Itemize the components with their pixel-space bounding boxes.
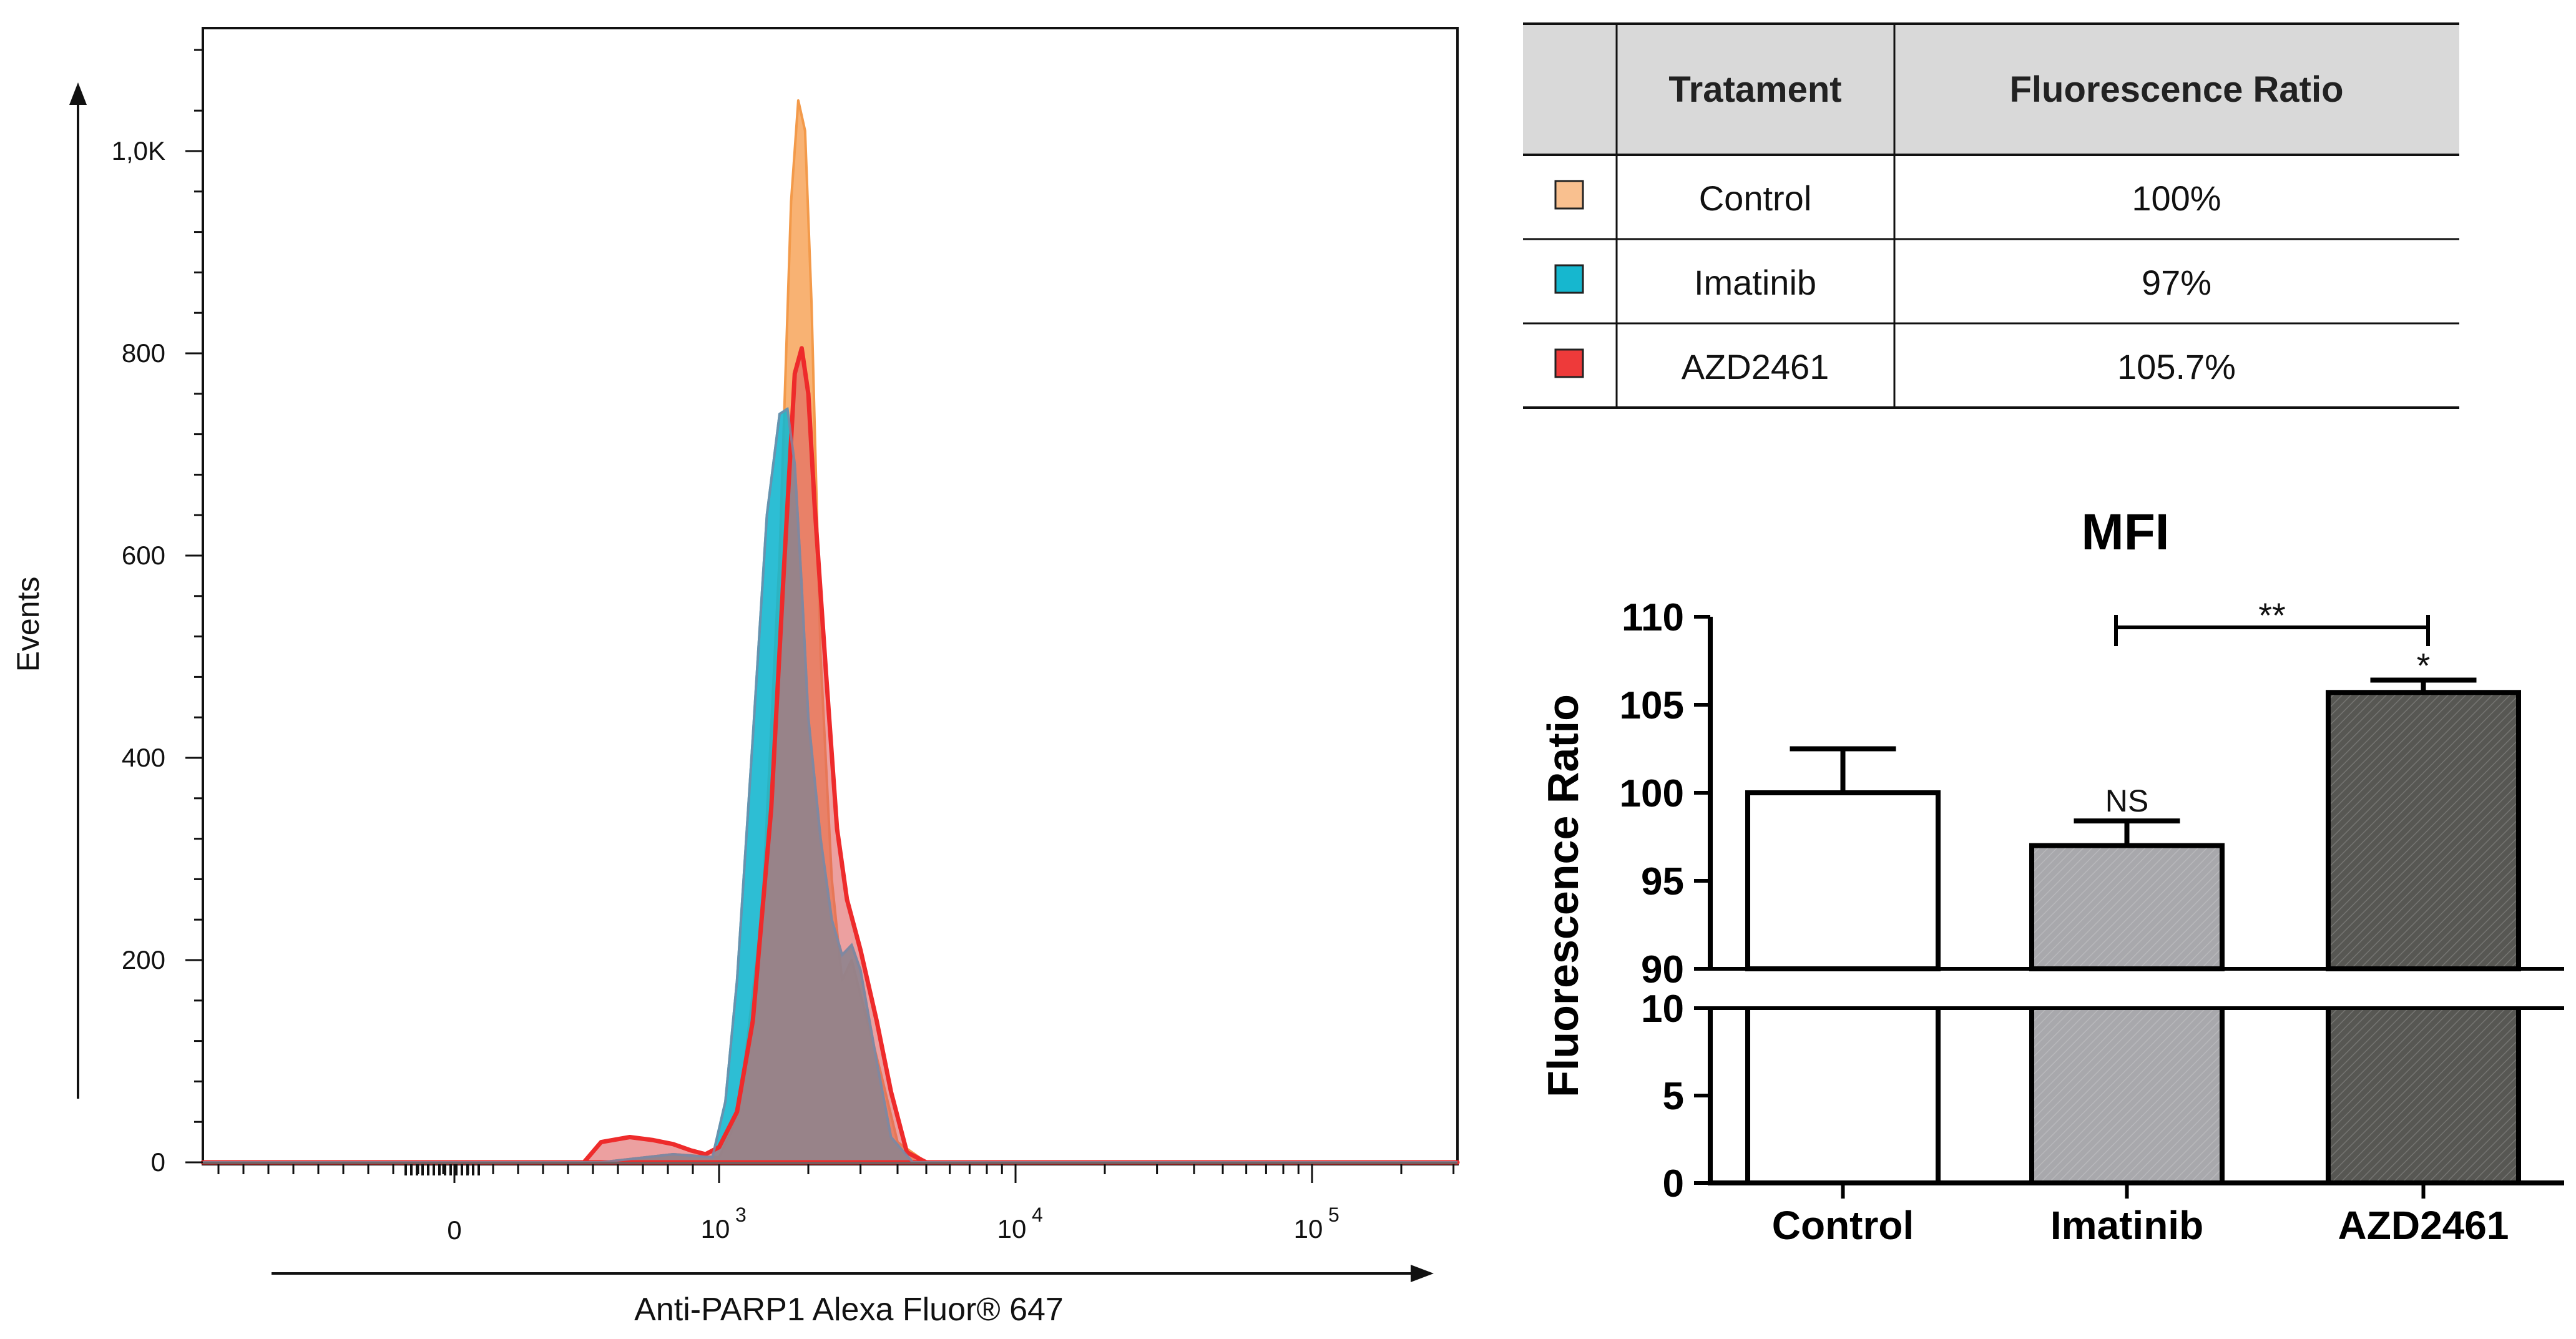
- table-header-ratio: Fluorescence Ratio: [2009, 69, 2343, 110]
- bar-chart-axes: Control Imatinib AZD2461 90 95 100 105 110 0 5 10: [1620, 596, 2564, 1248]
- histogram-x-axis: 0 10 3 10 4 10 5: [217, 1164, 1455, 1245]
- x-tick-label-exponent: 5: [1328, 1204, 1339, 1226]
- mfi-bar-chart: MFI Fluorescence Ratio Control Imatinib AZ…: [1539, 504, 2564, 1248]
- table-header-background: [1523, 24, 2459, 155]
- x-tick-label-base: 10: [701, 1214, 730, 1243]
- bar-y-tick-label: 0: [1663, 1162, 1684, 1205]
- histogram-series-layer: [200, 99, 1460, 1165]
- bar-azd2461: [2326, 677, 2521, 1183]
- bar-category-label: Control: [1772, 1203, 1914, 1248]
- bar-y-tick-label: 100: [1620, 772, 1684, 815]
- bar-y-tick-label: 95: [1641, 860, 1684, 903]
- histogram-y-label: Events: [11, 577, 46, 672]
- row-control-ratio: 100%: [2132, 179, 2221, 218]
- azd2461-star-label: *: [2417, 646, 2431, 685]
- bar-lower-fill: [2328, 1008, 2519, 1183]
- x-tick-label-base: 10: [997, 1214, 1027, 1243]
- row-imatinib-treatment: Imatinib: [1694, 263, 1816, 302]
- significance-annotations: ** NS *: [2105, 596, 2431, 818]
- bar-lower-outline: [2326, 1008, 2521, 1183]
- bar-y-tick-label: 105: [1620, 684, 1684, 727]
- row-control-treatment: Control: [1699, 179, 1812, 218]
- row-imatinib-ratio: 97%: [2142, 263, 2211, 302]
- bar-category-label: Imatinib: [2050, 1203, 2203, 1248]
- bar-y-tick-label: 110: [1622, 596, 1684, 639]
- y-tick-label: 600: [122, 541, 165, 570]
- bar-lower-outline: [1745, 1008, 1941, 1183]
- y-tick-label: 400: [122, 743, 165, 772]
- bar-upper-segment: [2029, 843, 2225, 971]
- bar-y-tick-label: 10: [1641, 988, 1684, 1031]
- summary-table: Tratament Fluorescence Ratio Control 100…: [1523, 22, 2459, 409]
- x-tick-label: 10 5: [1294, 1204, 1339, 1243]
- table-row: Imatinib 97%: [1554, 263, 2211, 302]
- row-azd2461-treatment: AZD2461: [1682, 347, 1829, 386]
- x-axis-arrow-head: [1411, 1265, 1434, 1282]
- table-row: AZD2461 105.7%: [1554, 347, 2236, 386]
- swatch-azd2461-icon: [1554, 348, 1584, 378]
- bar-y-tick-label: 90: [1641, 948, 1684, 991]
- y-tick-label: 800: [122, 338, 165, 368]
- x-tick-label: 0: [447, 1215, 461, 1245]
- histogram-azd2461-area: [200, 346, 1460, 1165]
- imatinib-ns-label: NS: [2105, 783, 2148, 818]
- x-tick-label-exponent: 4: [1032, 1204, 1043, 1226]
- bar-control: [1745, 746, 1941, 1183]
- bar-chart-title: MFI: [2081, 504, 2169, 561]
- x-tick-label-base: 10: [1294, 1214, 1323, 1243]
- bar-upper-segment: [1745, 790, 1941, 971]
- bar-imatinib: [2029, 818, 2225, 1183]
- y-axis-arrow-head: [69, 82, 87, 105]
- significance-double-star: **: [2258, 596, 2286, 635]
- axis-break-gap: [1685, 971, 2564, 1006]
- histogram-x-label: Anti-PARP1 Alexa Fluor® 647: [634, 1292, 1064, 1328]
- swatch-imatinib-icon: [1554, 264, 1584, 294]
- bar-category-label: AZD2461: [2338, 1203, 2509, 1248]
- y-tick-label: 0: [151, 1147, 165, 1177]
- bar-y-tick-label: 5: [1663, 1075, 1684, 1118]
- x-tick-label: 10 4: [997, 1204, 1043, 1243]
- histogram-y-axis: 0 200 400 600 800 1,0K: [112, 49, 203, 1177]
- x-tick-label-exponent: 3: [735, 1204, 747, 1226]
- x-tick-label: 10 3: [701, 1204, 747, 1243]
- bar-chart-y-label: Fluorescence Ratio: [1539, 694, 1587, 1097]
- bar-upper-segment: [2326, 690, 2521, 971]
- row-azd2461-ratio: 105.7%: [2117, 347, 2236, 386]
- bar-lower-outline: [2029, 1008, 2225, 1183]
- bar-lower-fill: [2032, 1008, 2222, 1183]
- table-header-treatment: Tratament: [1668, 69, 1841, 110]
- table-row: Control 100%: [1554, 179, 2221, 218]
- swatch-control-icon: [1554, 180, 1584, 210]
- histogram-overlap-outline: [203, 406, 1457, 1164]
- y-tick-label: 1,0K: [112, 136, 165, 165]
- bar-lower-fill: [1748, 1008, 1938, 1183]
- y-tick-label: 200: [122, 945, 165, 974]
- bar-series-layer: [1745, 677, 2521, 1183]
